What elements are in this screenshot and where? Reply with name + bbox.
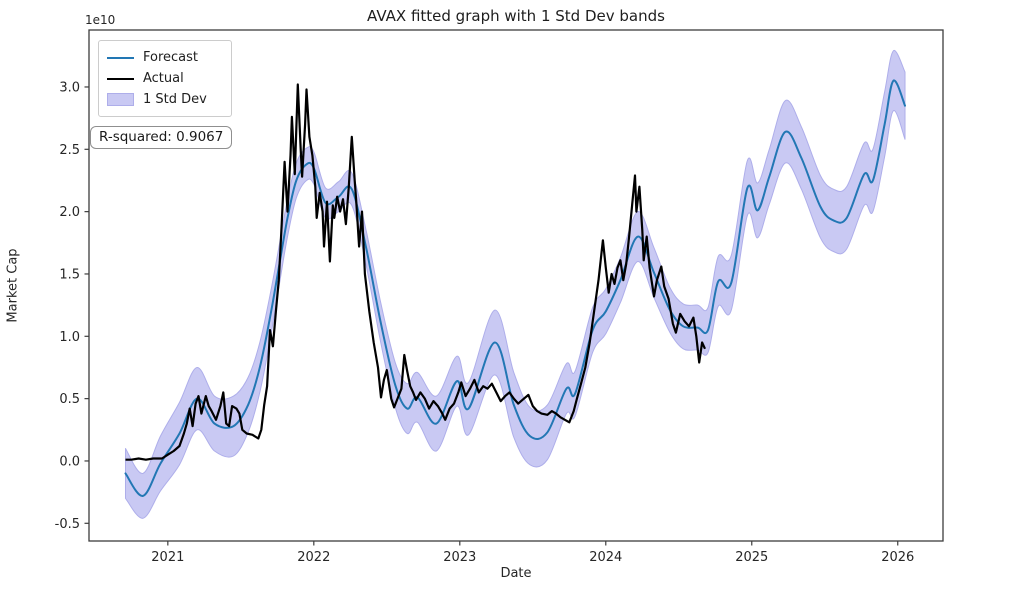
chart-title: AVAX fitted graph with 1 Std Dev bands xyxy=(367,7,665,25)
actual-line-swatch xyxy=(107,77,134,80)
legend-item-std-dev: 1 Std Dev xyxy=(107,89,223,110)
r-squared-annotation: R-squared: 0.9067 xyxy=(90,126,233,149)
x-tick-label: 2023 xyxy=(443,550,476,565)
x-tick-label: 2026 xyxy=(881,550,914,565)
plot-border xyxy=(88,29,944,542)
y-tick-label: 1.0 xyxy=(59,330,80,345)
legend-item-forecast: Forecast xyxy=(107,47,223,68)
x-tick-label: 2025 xyxy=(735,550,768,565)
y-tick-label: 2.0 xyxy=(59,205,80,220)
legend-label: Forecast xyxy=(143,50,199,65)
x-tick-label: 2024 xyxy=(589,550,622,565)
y-tick-label: 0.0 xyxy=(59,454,80,469)
y-axis-label: Market Cap xyxy=(5,248,21,323)
legend-label: 1 Std Dev xyxy=(143,92,207,107)
std-dev-patch-swatch xyxy=(107,93,134,106)
x-axis-label: Date xyxy=(500,566,532,581)
y-tick-label: 1.5 xyxy=(59,267,80,282)
y-axis-offset-label: 1e10 xyxy=(85,13,116,27)
std-dev-band xyxy=(124,50,906,519)
legend-label: Actual xyxy=(143,71,184,86)
y-tick-label: 0.5 xyxy=(59,392,80,407)
actual-line xyxy=(125,83,706,461)
x-tick-label: 2021 xyxy=(151,550,184,565)
legend-item-actual: Actual xyxy=(107,68,223,89)
y-tick-label: 3.0 xyxy=(59,80,80,95)
x-tick-label: 2022 xyxy=(297,550,330,565)
legend: Forecast Actual 1 Std Dev xyxy=(98,40,232,117)
y-tick-label: 2.5 xyxy=(59,143,80,158)
forecast-line-swatch xyxy=(107,56,134,59)
y-tick-label: -0.5 xyxy=(55,517,80,532)
forecast-line xyxy=(124,79,906,497)
